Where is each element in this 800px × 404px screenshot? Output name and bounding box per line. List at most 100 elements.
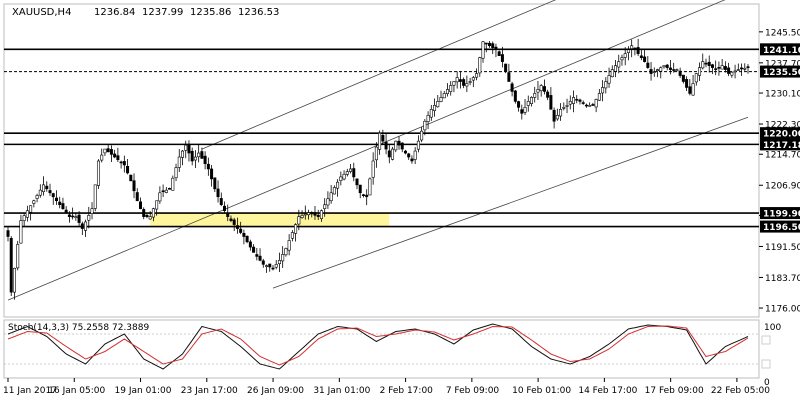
candle-body [9, 238, 13, 293]
price-tick-label: 1191.50 [765, 243, 800, 253]
candle-body [171, 177, 175, 191]
candle-body [591, 104, 595, 106]
candle-body [491, 43, 495, 49]
candle-body [736, 69, 740, 71]
price-pane[interactable]: 1245.50 1237.70 1230.10 1222.30 1214.70 1206.… [3, 0, 800, 318]
candle-body [216, 188, 220, 198]
candle-body [387, 150, 391, 158]
stochastic-pane[interactable]: Stoch(14,3,3) 75.2558 72.3889 100 0 [3, 319, 781, 388]
candle-body [96, 160, 100, 186]
candle-body [481, 41, 485, 59]
price-tick-label: 1222.30 [765, 121, 800, 131]
candle-body [294, 224, 298, 234]
time-tick-label: 19 Jan 01:00 [115, 386, 172, 396]
candle-body [90, 208, 94, 214]
candle-body [445, 89, 449, 94]
candle-body [426, 114, 430, 122]
time-tick-label: 10 Feb 01:00 [512, 386, 571, 396]
candle-body [122, 161, 126, 166]
level-label-text: 1196.50 [763, 223, 800, 233]
candle-body [565, 105, 569, 107]
level-label-box [760, 138, 800, 151]
candle-body [656, 69, 660, 72]
candle-body [54, 197, 58, 202]
candle-body [646, 62, 650, 68]
price-tick-label: 1183.70 [765, 274, 800, 284]
candle-body [743, 67, 747, 70]
candle-body [132, 180, 136, 192]
candle-body [649, 69, 653, 74]
candle-body [604, 81, 608, 89]
stochastic-lines [4, 323, 759, 370]
candle-body [109, 149, 113, 155]
candle-body [594, 99, 598, 108]
candle-body [423, 120, 427, 131]
candle-body [45, 185, 49, 190]
candle-body [22, 215, 26, 221]
candle-body [93, 184, 97, 209]
candle-body [733, 70, 737, 73]
candle-body [672, 69, 676, 71]
price-tick-label: 1206.90 [765, 182, 800, 192]
candle-body [449, 85, 453, 93]
candle-body [184, 144, 188, 151]
candle-body [497, 51, 501, 56]
candle-body [316, 214, 320, 217]
candle-body [239, 228, 243, 233]
stochastic-title: Stoch(14,3,3) 75.2558 72.3889 [8, 323, 149, 333]
price-tick-label: 1237.70 [765, 59, 800, 69]
candle-body [87, 215, 91, 221]
candle-body [539, 85, 543, 92]
candle-body [639, 55, 643, 58]
level-label-box [760, 65, 800, 78]
candle-body [533, 93, 537, 98]
candle-body [129, 174, 133, 182]
candle-body [138, 201, 142, 209]
candle-body [662, 65, 666, 68]
candle-body [694, 73, 698, 83]
stochastic-pane-frame [3, 319, 760, 379]
candle-body [740, 67, 744, 70]
candle-body [720, 65, 724, 70]
candle-body [588, 105, 592, 107]
candle-body [142, 209, 146, 217]
candle-body [549, 95, 553, 110]
time-tick-label: 7 Feb 09:00 [446, 386, 500, 396]
candle-body [685, 79, 689, 88]
candle-body [465, 83, 469, 87]
candle-body [504, 63, 508, 72]
candle-body [455, 77, 459, 83]
time-tick-label: 22 Feb 05:00 [711, 386, 770, 396]
candle-body [568, 101, 572, 105]
candle-body [119, 161, 123, 164]
candle-body [35, 195, 39, 199]
candle-body [633, 47, 637, 51]
candle-body [271, 267, 275, 270]
candle-body [665, 64, 669, 68]
candle-body [326, 198, 330, 206]
candle-body [193, 156, 197, 161]
candle-body [345, 171, 349, 175]
candle-body [145, 214, 149, 217]
candle-body [51, 193, 55, 198]
level-label-box [760, 220, 800, 233]
candle-body [303, 213, 307, 216]
candle-body [252, 246, 256, 253]
candle-body [361, 194, 365, 197]
horizontal-levels[interactable] [4, 48, 759, 228]
candle-body [623, 53, 627, 58]
level-label-box [760, 127, 800, 140]
ohlc-high: 1237.99 [142, 7, 183, 18]
candle-body [355, 178, 359, 186]
candle-body [678, 70, 682, 76]
candle-body [468, 81, 472, 83]
candle-body [103, 148, 107, 154]
candle-body [717, 67, 721, 69]
candle-body [349, 168, 353, 172]
candle-body [38, 189, 42, 196]
level-label-text: 1235.50 [763, 68, 800, 78]
candle-body [177, 156, 181, 168]
candle-body [546, 91, 550, 98]
